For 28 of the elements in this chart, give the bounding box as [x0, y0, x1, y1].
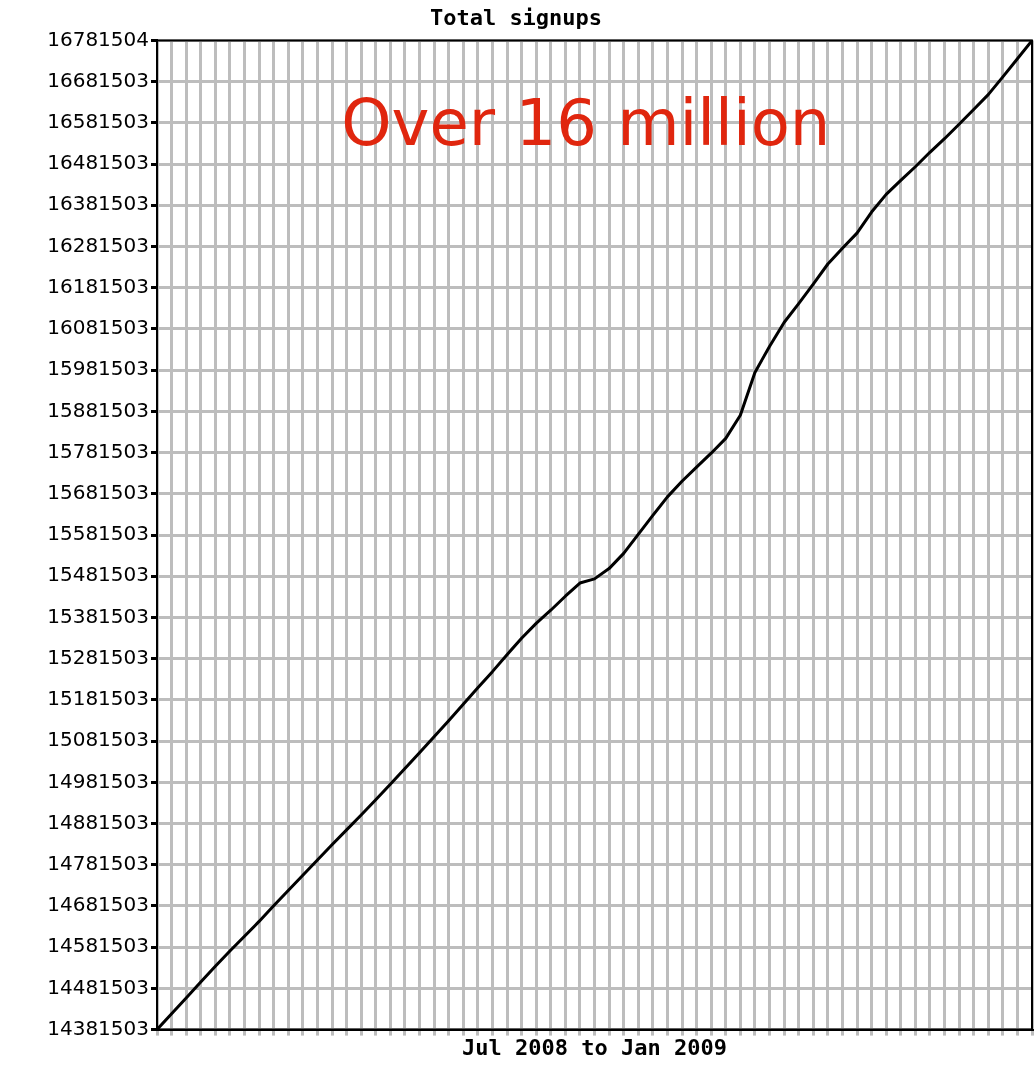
y-tick-label: 15781503 — [47, 438, 149, 463]
y-tick-label: 14381503 — [47, 1015, 149, 1040]
y-tick-label: 16381503 — [47, 191, 149, 216]
y-tick-label: 15581503 — [47, 521, 149, 546]
x-axis-title: Jul 2008 to Jan 2009 — [462, 1034, 727, 1060]
y-tick-label: 16481503 — [47, 150, 149, 175]
y-tick-label: 15681503 — [47, 479, 149, 504]
y-tick-label: 14981503 — [47, 768, 149, 793]
y-tick-label: 16681503 — [47, 67, 149, 92]
y-tick-label: 16781504 — [47, 26, 149, 51]
y-tick-label: 15081503 — [47, 727, 149, 752]
y-tick-label: 14881503 — [47, 809, 149, 834]
y-tick-label: 14781503 — [47, 850, 149, 875]
chart-title: Total signups — [429, 4, 603, 30]
annotation: Over 16 million — [341, 86, 831, 161]
y-tick-label: 15381503 — [47, 603, 149, 628]
y-tick-label: 16281503 — [47, 232, 149, 257]
y-tick-label: 14681503 — [47, 892, 149, 917]
y-tick-label: 16581503 — [47, 109, 149, 134]
y-tick-label: 15481503 — [47, 562, 149, 587]
y-tick-label: 15981503 — [47, 356, 149, 381]
y-tick-label: 15881503 — [47, 397, 149, 422]
y-tick-label: 14581503 — [47, 933, 149, 958]
y-tick-label: 16081503 — [47, 315, 149, 340]
y-tick-label: 15181503 — [47, 686, 149, 711]
y-tick-label: 16181503 — [47, 273, 149, 298]
y-tick-label: 15281503 — [47, 644, 149, 669]
y-tick-label: 14481503 — [47, 974, 149, 999]
